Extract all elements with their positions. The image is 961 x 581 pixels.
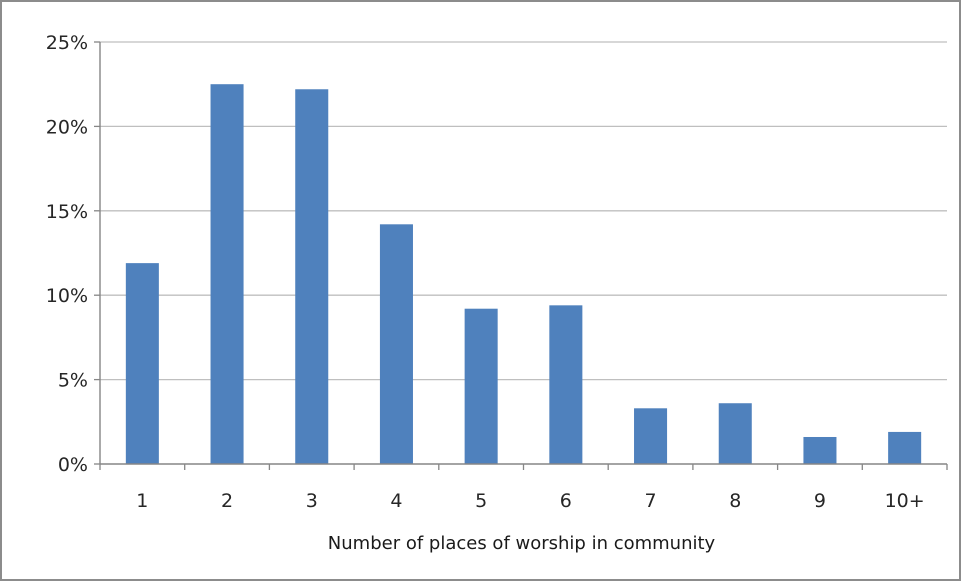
bar-5 [464,308,498,464]
bar-2 [210,84,244,464]
axes [94,41,948,470]
bar-10+ [888,431,922,464]
y-tick-label: 0% [58,454,88,476]
x-tick-label: 2 [221,490,233,512]
x-tick-label: 10+ [885,490,925,512]
x-axis-title: Number of places of worship in community [328,533,716,554]
bar-4 [379,224,413,464]
y-tick-label: 25% [46,32,88,54]
y-tick-label: 5% [58,370,88,392]
x-tick-label: 7 [645,490,657,512]
x-tick-label: 3 [306,490,318,512]
bar-9 [803,436,837,464]
x-tick-label: 8 [729,490,741,512]
x-tick-label: 9 [814,490,826,512]
bars [125,84,922,464]
bar-1 [125,263,159,464]
y-tick-label: 20% [46,116,88,138]
x-tick-label: 6 [560,490,572,512]
y-tick-label: 10% [46,285,88,307]
tick-labels: 0% 5% 10% 15% 20% 25% 1 2 3 4 5 6 7 8 9 10+ [46,32,925,512]
bar-3 [295,89,329,464]
bar-8 [718,403,752,464]
x-tick-label: 1 [136,490,148,512]
y-tick-label: 15% [46,201,88,223]
x-tick-label: 5 [475,490,487,512]
x-tick-label: 4 [390,490,402,512]
bar-7 [634,408,668,464]
bar-6 [549,305,583,464]
